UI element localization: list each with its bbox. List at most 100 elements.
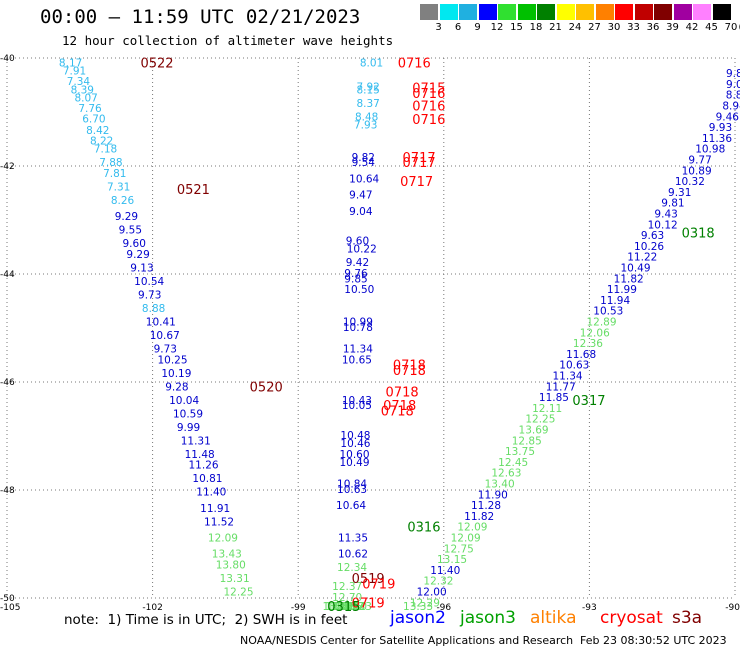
wave-height-label: 13.63 xyxy=(325,601,355,613)
legend-swatch xyxy=(420,4,438,20)
wave-height-label: 11.40 xyxy=(196,487,226,499)
wave-height-label: 11.82 xyxy=(614,273,644,285)
wave-height-label: 10.67 xyxy=(150,330,180,342)
wave-height-label: 11.91 xyxy=(200,503,230,515)
wave-height-label: 9.99 xyxy=(177,422,200,434)
wave-height-label: 10.43 xyxy=(342,395,372,407)
wave-height-label: 11.26 xyxy=(189,460,219,472)
wave-height-label: 10.46 xyxy=(340,438,370,450)
wave-height-label: 12.25 xyxy=(525,414,555,426)
wave-height-label: 13.33 xyxy=(342,601,372,613)
pass-time-label: 0718 xyxy=(386,386,419,401)
legend-swatch xyxy=(498,4,516,20)
pass-time-label: 0317 xyxy=(572,394,605,409)
legend-swatch xyxy=(595,4,614,20)
wave-height-label: 10.84 xyxy=(337,479,367,491)
wave-height-label: 7.76 xyxy=(78,103,102,115)
wave-height-label: 10.48 xyxy=(340,430,370,442)
wave-height-label: 11.85 xyxy=(539,392,569,404)
wave-height-label: 10.54 xyxy=(134,276,164,288)
wave-height-label: 10.41 xyxy=(146,317,176,329)
legend-swatch xyxy=(712,4,731,20)
pass-time-label: 0717 xyxy=(403,156,436,171)
mission-label: jason3 xyxy=(460,608,516,628)
wave-height-label: 7.93 xyxy=(354,119,377,131)
wave-height-label: 10.32 xyxy=(675,176,705,188)
legend-tick-label: 24 xyxy=(568,22,582,33)
wave-height-label: 12.36 xyxy=(573,338,603,350)
wave-height-label: 9.54 xyxy=(352,157,376,169)
wave-height-label: 10.99 xyxy=(343,317,373,329)
pass-time-label: 0716 xyxy=(412,100,445,115)
wave-height-label: 13.40 xyxy=(337,601,367,613)
wave-height-label: 10.63 xyxy=(337,484,367,496)
wave-height-label: 11.68 xyxy=(566,349,596,361)
wave-height-label: 10.49 xyxy=(339,457,369,469)
wave-height-label: 13.05 xyxy=(330,601,360,613)
legend-swatch xyxy=(576,4,594,20)
pass-time-label: 0716 xyxy=(412,113,445,128)
y-tick-label: -40 xyxy=(0,54,15,64)
wave-height-label: 11.35 xyxy=(338,533,368,545)
legend-tick-label: 70 xyxy=(724,22,738,33)
wave-height-label: 13.39 xyxy=(322,601,352,613)
wave-height-label: 9.47 xyxy=(349,190,372,202)
chart-title: 00:00 – 11:59 UTC 02/21/2023 xyxy=(40,6,361,28)
legend-swatch xyxy=(693,4,711,20)
wave-height-label: 7.81 xyxy=(103,168,126,180)
wave-height-label: 11.94 xyxy=(600,295,630,307)
wave-height-label: 9.42 xyxy=(346,257,369,269)
wave-height-label: 10.26 xyxy=(634,241,664,253)
pass-time-label: 0716 xyxy=(398,56,431,71)
wave-height-label: 10.60 xyxy=(339,449,369,461)
pass-time-label: 0717 xyxy=(403,151,436,166)
wave-height-label: 10.89 xyxy=(682,165,712,177)
wave-height-label: 9.76 xyxy=(344,268,368,280)
wave-height-label: 11.28 xyxy=(471,500,501,512)
legend-tick-label: 33 xyxy=(627,22,640,33)
wave-height-label: 7.34 xyxy=(67,76,91,88)
wave-height-label: 13.33 xyxy=(403,601,433,613)
wave-height-label: 11.99 xyxy=(607,284,637,296)
mission-label: cryosat xyxy=(600,608,663,628)
pass-time-label: 0717 xyxy=(400,175,433,190)
wave-height-label: 13.69 xyxy=(519,425,549,437)
mission-label: altika xyxy=(530,608,577,628)
generation-timestamp: Feb 23 08:30:52 UTC 2023 xyxy=(580,634,727,647)
wave-height-label: 9.63 xyxy=(641,230,664,242)
wave-height-label: 13.52 xyxy=(335,601,365,613)
wave-height-label: 8.01 xyxy=(360,57,383,69)
wave-height-label: 9.60 xyxy=(123,238,146,250)
wave-height-label: 13.75 xyxy=(505,446,535,458)
legend-swatch xyxy=(673,4,692,20)
wave-height-label: 8.48 xyxy=(355,111,378,123)
mission-label: jason2 xyxy=(390,608,446,628)
wave-height-label: 9.82 xyxy=(352,152,375,164)
wave-height-label: 9.05 xyxy=(726,79,740,91)
x-tick-label: -99 xyxy=(291,603,306,613)
wave-height-label: 13.80 xyxy=(216,560,246,572)
wave-height-label: 11.36 xyxy=(702,133,732,145)
legend-swatch xyxy=(439,4,458,20)
wave-height-label: 12.63 xyxy=(491,468,521,480)
legend-tick-label: 42 xyxy=(685,22,699,33)
wave-height-label: 8.87 xyxy=(726,90,740,102)
wave-height-label: 10.04 xyxy=(169,395,199,407)
wave-height-label: 11.31 xyxy=(181,435,211,447)
wave-height-label: 9.28 xyxy=(165,381,188,393)
wave-height-label: 11.48 xyxy=(185,449,215,461)
wave-height-label: 12.75 xyxy=(444,543,474,555)
wave-height-label: 12.45 xyxy=(498,457,528,469)
wave-height-label: 7.91 xyxy=(63,65,86,77)
pass-time-label: 0315 xyxy=(327,600,360,615)
wave-height-label: 9.85 xyxy=(344,273,367,285)
legend-swatch xyxy=(615,4,633,20)
wave-height-label: 10.62 xyxy=(338,549,368,561)
wave-height-label: 10.64 xyxy=(336,500,366,512)
legend-swatch xyxy=(634,4,653,20)
wave-height-label: 8.07 xyxy=(74,92,97,104)
wave-height-label: 8.94 xyxy=(722,101,740,113)
x-tick-label: -102 xyxy=(142,603,162,613)
wave-height-label: 7.92 xyxy=(356,82,379,94)
